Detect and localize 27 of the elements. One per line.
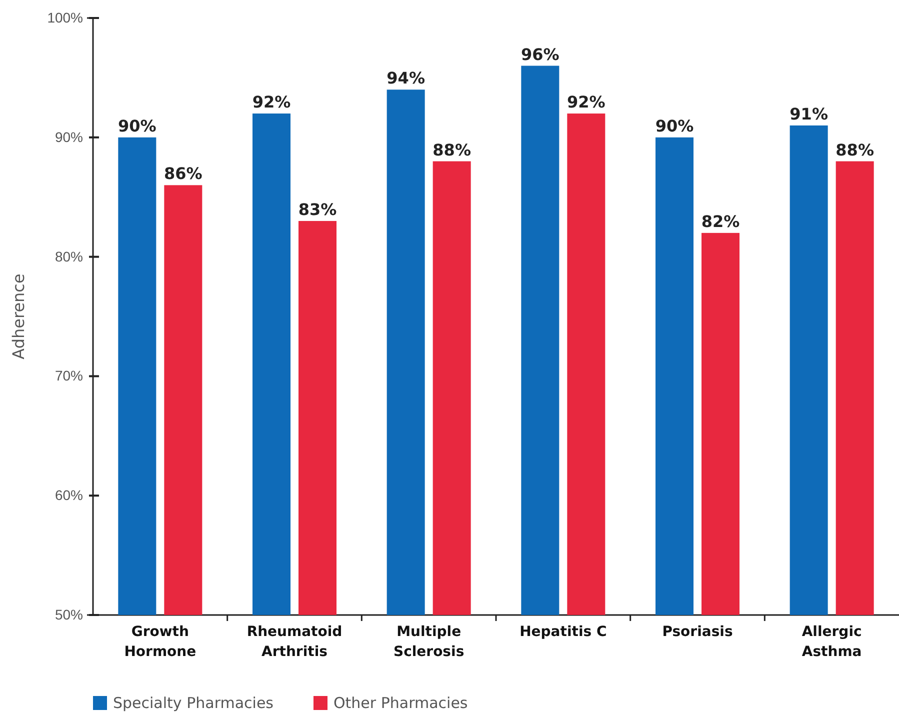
data-label: 88% <box>432 140 471 160</box>
x-tick-label: Growth Hormone <box>124 624 196 660</box>
data-label: 83% <box>298 200 337 219</box>
data-label: 86% <box>164 164 202 184</box>
x-tick-label: Hepatitis C <box>520 624 607 640</box>
data-label: 90% <box>118 116 156 136</box>
data-label: 94% <box>386 68 425 88</box>
x-tick-label: Psoriasis <box>662 624 733 640</box>
x-tick-label: Allergic Asthma <box>802 624 862 660</box>
data-label: 90% <box>655 116 694 136</box>
data-label: 96% <box>521 44 560 64</box>
y-tick-label: 60% <box>54 487 83 504</box>
y-tick-label: 50% <box>54 606 83 622</box>
y-tick-label: 80% <box>54 248 83 264</box>
data-label: 92% <box>252 92 291 112</box>
y-tick-label: 70% <box>54 368 83 384</box>
y-axis-title: Adherence <box>9 274 28 360</box>
x-tick-label: Rheumatoid Arthritis <box>246 624 342 660</box>
data-label: 82% <box>701 212 740 231</box>
y-tick-label: 90% <box>54 128 83 145</box>
x-tick-label: Multiple Sclerosis <box>393 624 464 660</box>
y-tick-label: 100% <box>47 9 83 26</box>
data-label: 88% <box>836 140 874 160</box>
data-label: 92% <box>567 92 606 112</box>
legend-label: Other Pharmacies <box>333 694 468 712</box>
data-label: 91% <box>790 104 828 124</box>
legend-label: Specialty Pharmacies <box>113 694 274 712</box>
